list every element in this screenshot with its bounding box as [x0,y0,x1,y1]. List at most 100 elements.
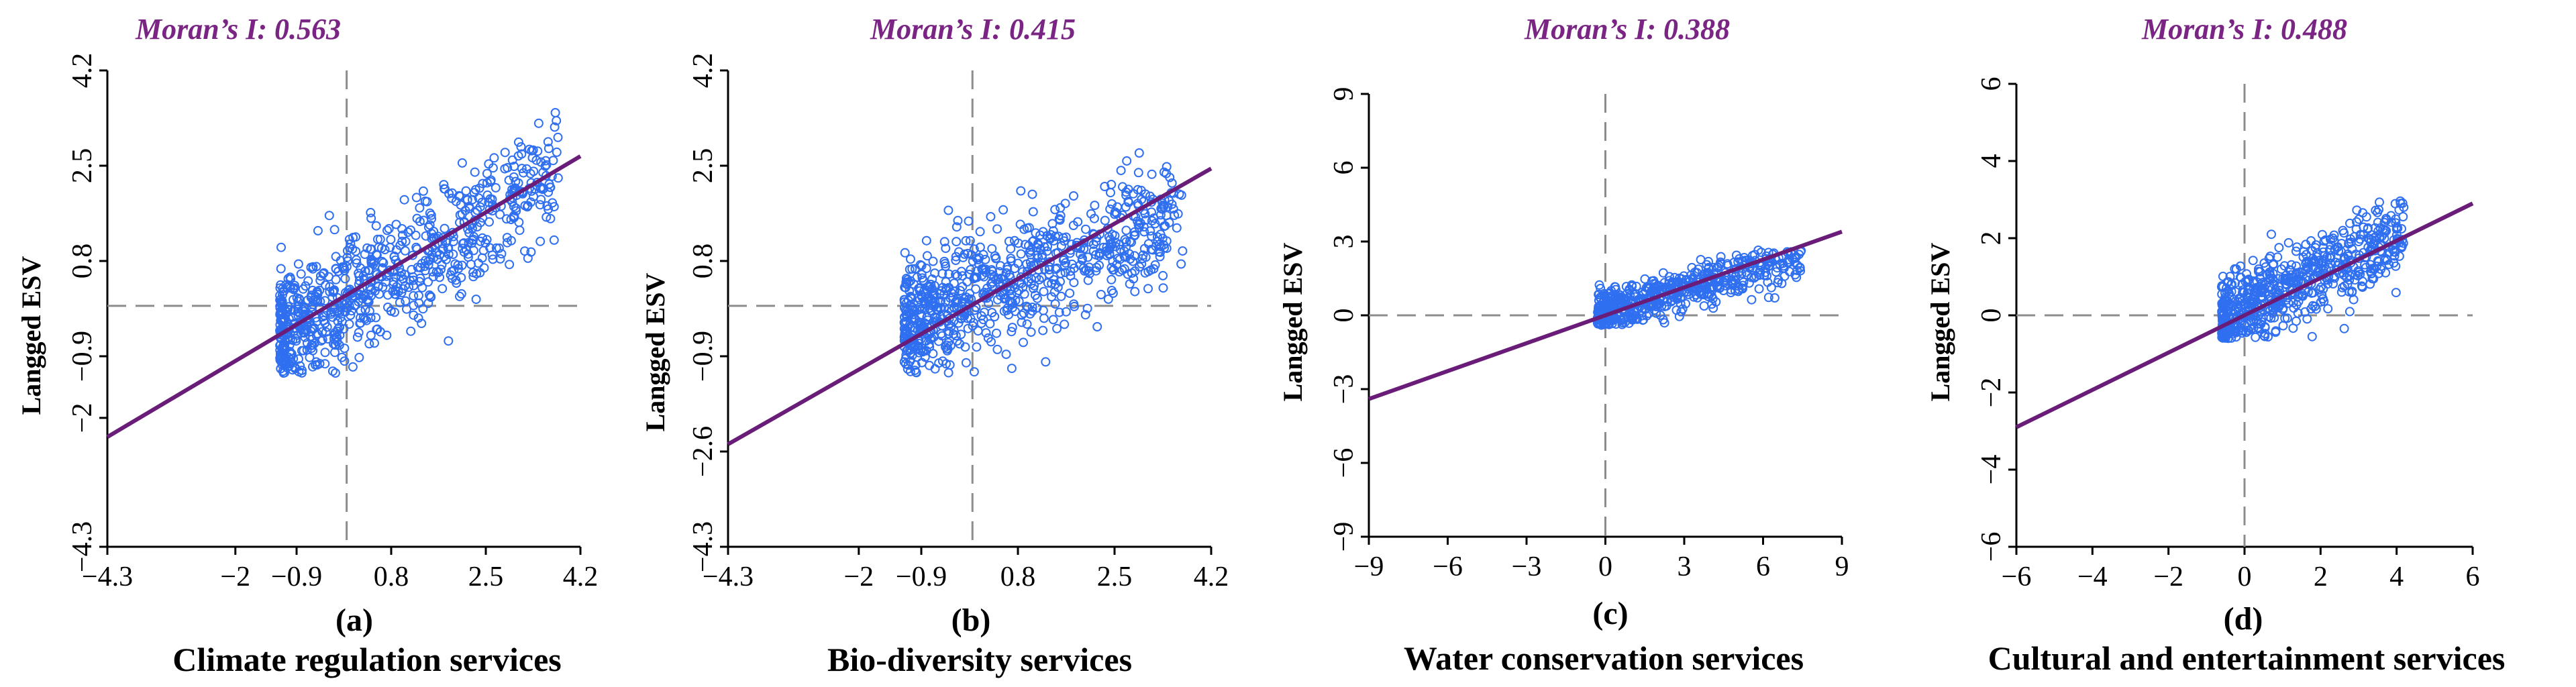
data-point [1790,253,1800,263]
data-point [1664,279,1673,289]
data-point [360,250,370,259]
data-point [2345,275,2355,285]
y-tick-label: 4.2 [67,53,98,89]
data-point [484,217,494,227]
data-point [331,332,341,342]
y-tick-label: 0.8 [67,244,98,279]
data-point [1033,253,1043,263]
y-tick-label: −4.3 [67,521,98,572]
data-point [515,225,525,235]
data-point [1128,256,1138,266]
data-point [450,259,460,269]
data-point [497,249,507,259]
data-point [1096,290,1106,299]
panel-letter-d: (d) [2224,601,2263,637]
data-point [502,214,511,224]
data-point [2236,272,2246,282]
data-point [964,216,974,226]
data-point [2310,243,2320,253]
data-point [299,328,309,338]
data-point [519,168,528,178]
data-point [2270,303,2280,313]
data-point [1130,266,1140,276]
data-point [905,291,915,301]
data-point [1069,191,1078,201]
data-point [1021,301,1031,311]
data-point [1095,249,1105,259]
data-point [2230,287,2240,297]
data-point [340,299,350,309]
data-point [2398,198,2408,208]
data-point [2323,279,2332,289]
data-point [976,318,986,328]
data-point [278,310,288,319]
data-point [953,215,963,225]
data-point [324,211,334,221]
data-point [1092,262,1102,272]
data-point [1037,253,1047,263]
data-point [919,286,929,297]
data-point [937,356,947,366]
data-point [2340,254,2350,264]
y-tick-label: 9 [1329,87,1359,101]
data-point [977,270,987,280]
data-point [549,202,559,212]
data-point [1029,284,1039,293]
data-point [1640,274,1650,284]
data-point [2307,331,2317,341]
data-point [1007,327,1017,337]
data-point [401,296,411,306]
data-point [1133,168,1143,178]
data-point [546,213,556,223]
data-point [307,324,317,334]
data-point [1655,310,1665,320]
data-point [451,275,461,285]
data-point [1121,242,1131,252]
data-point [470,184,480,195]
data-point [942,344,952,354]
data-point [1002,264,1013,274]
data-point [1707,299,1717,309]
data-point [1147,169,1157,179]
data-point [421,231,431,241]
data-point [1679,271,1689,281]
panel-title-b: Bio-diversity services [827,641,1132,678]
data-point [372,324,382,334]
data-point [293,311,303,321]
data-point [1153,237,1163,246]
data-point [1103,294,1113,304]
data-point [2293,292,2303,302]
data-point [366,285,376,295]
data-point [2293,308,2303,318]
data-point [371,250,381,260]
data-point [2317,229,2327,240]
data-point [2398,212,2408,221]
data-point [978,264,988,274]
data-point [901,350,911,360]
data-point [2260,329,2270,339]
y-tick-label: −6 [1329,448,1359,478]
data-point [980,254,990,264]
data-point [2339,323,2349,333]
data-point [2394,251,2404,261]
data-point [1158,283,1168,293]
data-point [1699,301,1709,311]
data-point [1019,289,1029,299]
data-point [1121,225,1131,235]
data-point [301,281,311,291]
data-point [325,286,335,297]
data-point [2257,288,2267,298]
moran-label-b: Moran’s I: 0.415 [870,13,1076,46]
data-point [1726,288,1736,298]
data-point [1055,268,1066,278]
data-point [2319,236,2329,246]
data-point [969,367,979,377]
data-point [928,290,938,300]
data-point [553,173,563,183]
data-point [413,313,423,323]
data-point [516,142,526,152]
data-point [391,219,401,229]
data-point [468,195,477,205]
data-point [1092,322,1102,331]
data-point [2317,290,2327,300]
